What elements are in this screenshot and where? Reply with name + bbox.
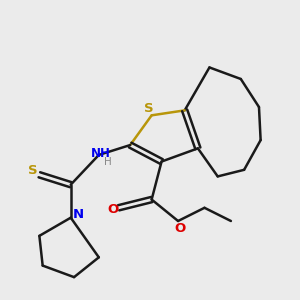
- Text: O: O: [107, 202, 118, 216]
- Text: H: H: [104, 157, 112, 167]
- Text: S: S: [144, 102, 154, 115]
- Text: O: O: [174, 222, 185, 235]
- Text: N: N: [72, 208, 84, 221]
- Text: NH: NH: [91, 147, 110, 160]
- Text: S: S: [28, 164, 38, 177]
